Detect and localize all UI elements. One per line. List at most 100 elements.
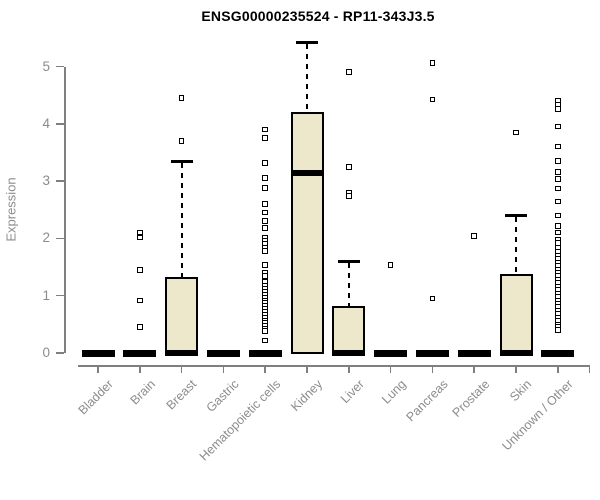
category-label: Brain	[127, 377, 158, 408]
category-label: Pancreas	[403, 377, 451, 425]
outlier-point	[137, 267, 143, 273]
outlier-point	[555, 169, 561, 175]
outlier-point	[178, 138, 185, 144]
whisker-cap	[296, 41, 318, 45]
x-axis-line	[78, 365, 590, 367]
y-axis-tick-label: 3	[42, 173, 50, 189]
outlier-point	[137, 234, 143, 240]
outlier-point	[262, 328, 268, 334]
collapsed-box	[123, 350, 157, 357]
x-axis-tick	[348, 365, 350, 373]
y-axis-tick	[56, 294, 64, 297]
outlier-point	[262, 225, 268, 231]
outlier-point	[262, 248, 268, 254]
outlier-point	[262, 337, 268, 344]
outlier-point	[429, 295, 436, 302]
x-axis-tick	[557, 365, 559, 373]
outlier-point	[513, 129, 519, 136]
y-axis-tick-label: 4	[42, 115, 50, 131]
y-axis-line	[64, 66, 66, 353]
x-axis-tick	[431, 365, 434, 373]
outlier-point	[429, 96, 436, 103]
category-label: Gastric	[203, 377, 242, 415]
outlier-point	[555, 223, 561, 229]
chart-title: ENSG00000235524 - RP11-343J3.5	[201, 8, 435, 24]
y-axis-tick-label: 5	[42, 58, 50, 74]
category-label: Unknown / Other	[499, 377, 576, 454]
whisker-line	[180, 163, 183, 277]
whisker-line	[306, 44, 308, 113]
outlier-point	[555, 198, 561, 205]
outlier-point	[555, 158, 561, 164]
whisker-line	[515, 217, 517, 275]
category-label: Hematopoietic cells	[196, 377, 284, 464]
whisker-cap	[505, 214, 527, 218]
category-label: Skin	[506, 377, 534, 405]
collapsed-box	[248, 350, 282, 357]
outlier-point	[471, 233, 477, 239]
category-label: Breast	[164, 377, 200, 413]
outlier-point	[555, 185, 561, 192]
x-axis-tick	[264, 365, 266, 373]
outlier-point	[262, 175, 268, 181]
outlier-point	[262, 126, 268, 133]
x-axis-tick	[473, 365, 475, 373]
outlier-point	[555, 176, 561, 182]
category-label: Lung	[378, 377, 409, 407]
collapsed-box	[206, 350, 240, 357]
y-axis-tick	[56, 123, 64, 125]
outlier-point	[346, 193, 352, 199]
outlier-point	[262, 218, 268, 224]
x-axis-tick	[139, 365, 141, 373]
whisker-line	[347, 263, 350, 306]
outlier-point	[262, 209, 268, 216]
outlier-point	[262, 135, 268, 141]
y-axis-tick	[56, 180, 64, 182]
y-axis-tick-label: 1	[42, 287, 50, 303]
outlier-point	[555, 143, 561, 150]
outlier-point	[346, 69, 352, 75]
outlier-point	[387, 262, 394, 268]
outlier-point	[178, 95, 185, 101]
y-axis-label: Expression	[3, 177, 19, 242]
x-axis-end-tick	[588, 365, 590, 373]
collapsed-box	[81, 350, 115, 357]
outlier-point	[137, 324, 143, 330]
category-label: Prostate	[449, 377, 493, 420]
whisker-cap	[170, 160, 193, 164]
y-axis-tick-label: 0	[42, 345, 50, 360]
outlier-point	[555, 123, 561, 130]
x-axis-tick	[306, 365, 308, 373]
y-axis-tick-label: 2	[42, 230, 50, 246]
category-label: Bladder	[75, 377, 116, 418]
median-line	[165, 350, 199, 356]
collapsed-box	[415, 350, 449, 357]
outlier-point	[262, 273, 268, 279]
outlier-point	[429, 60, 436, 66]
median-line	[499, 350, 533, 356]
category-label: Kidney	[287, 377, 325, 414]
outlier-point	[555, 212, 561, 219]
box	[290, 112, 324, 354]
y-axis-tick	[56, 237, 64, 240]
outlier-point	[346, 164, 352, 170]
collapsed-box	[374, 350, 408, 357]
y-axis-tick	[56, 65, 64, 68]
x-axis-tick	[180, 365, 183, 373]
y-axis-tick	[56, 352, 64, 354]
median-line	[332, 350, 366, 356]
outlier-point	[262, 160, 268, 166]
box	[165, 276, 199, 354]
outlier-point	[262, 185, 268, 191]
median-line	[290, 169, 324, 176]
outlier-point	[137, 297, 143, 304]
outlier-point	[555, 327, 561, 333]
whisker-cap	[337, 260, 360, 264]
outlier-point	[262, 262, 268, 268]
outlier-point	[555, 229, 561, 236]
box	[499, 274, 533, 354]
collapsed-box	[541, 350, 575, 357]
collapsed-box	[457, 350, 491, 357]
x-axis-tick	[515, 365, 517, 373]
